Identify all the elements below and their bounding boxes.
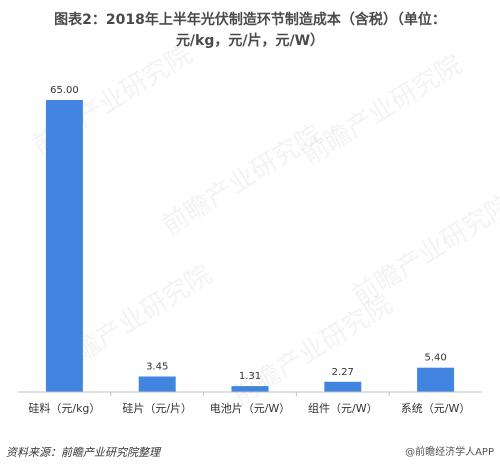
category-label-2: 电池片（元/W）	[210, 402, 291, 415]
credit-label: @前瞻经济学人APP	[405, 447, 494, 458]
chart-title: 图表2：2018年上半年光伏制造环节制造成本（含税）（单位： 元/kg，元/片，…	[10, 10, 490, 52]
bar-3	[324, 381, 362, 392]
category-label-3: 组件（元/W）	[308, 401, 378, 415]
bar-0	[45, 100, 83, 392]
bar-4	[417, 367, 455, 392]
category-label-0: 硅料（元/kg）	[28, 401, 100, 415]
chart-title-line-2: 元/kg，元/片，元/W）	[175, 33, 325, 49]
bar-2	[231, 386, 269, 392]
data-label-3: 2.27	[332, 367, 354, 378]
bar-1	[138, 376, 176, 392]
chart-title-line-1: 图表2：2018年上半年光伏制造环节制造成本（含税）（单位：	[54, 12, 446, 28]
source-note: 资料来源：前瞻产业研究院整理	[6, 446, 160, 459]
data-label-0: 65.00	[50, 85, 79, 96]
category-label-1: 硅片（元/片）	[122, 402, 192, 415]
data-label-2: 1.31	[239, 371, 261, 382]
data-label-4: 5.40	[424, 353, 446, 364]
category-label-4: 系统（元/W）	[401, 402, 471, 415]
data-label-1: 3.45	[146, 362, 168, 373]
